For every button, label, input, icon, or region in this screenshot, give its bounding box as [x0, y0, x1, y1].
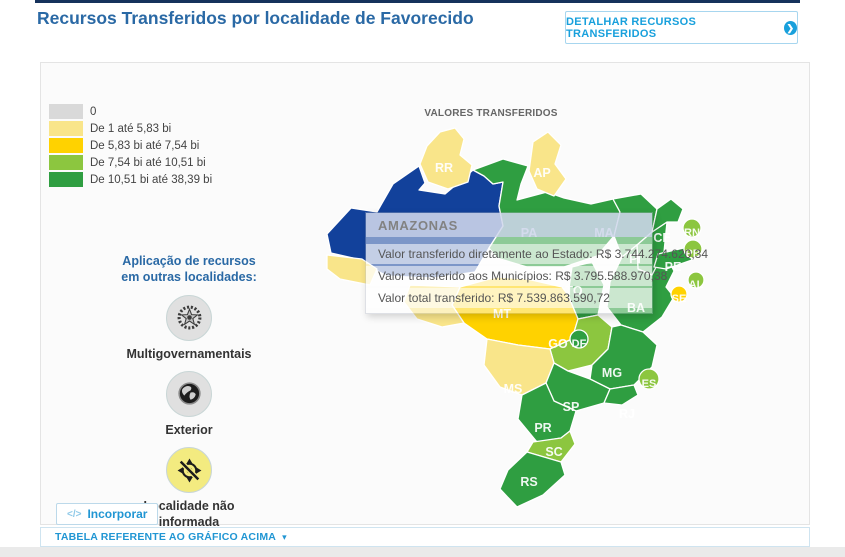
no-location-icon[interactable] [166, 447, 212, 493]
state-RN[interactable] [682, 218, 702, 238]
state-RR[interactable] [419, 127, 473, 190]
embed-button[interactable]: </> Incorporar [56, 503, 159, 525]
legend: 0 De 1 até 5,83 bi De 5,83 bi até 7,54 bi D… [49, 103, 212, 188]
state-PB[interactable] [683, 239, 703, 259]
tooltip-row: Valor total transferido: R$ 7.539.863.59… [366, 288, 652, 308]
other-locality-label: Exterior [165, 422, 213, 437]
map-title: VALORES TRANSFERIDOS [424, 108, 558, 119]
legend-swatch [49, 138, 83, 153]
other-locality-item: Multigovernamentais [89, 294, 289, 362]
legend-row: De 7,54 bi até 10,51 bi [49, 154, 212, 171]
chart-container: 0 De 1 até 5,83 bi De 5,83 bi até 7,54 bi D… [40, 62, 810, 529]
legend-label: De 1 até 5,83 bi [90, 122, 172, 135]
legend-row: 0 [49, 103, 212, 120]
map-tooltip: AMAZONAS Valor transferido diretamente a… [365, 212, 708, 314]
detail-transfers-button[interactable]: DETALHAR RECURSOS TRANSFERIDOS ❯ [565, 11, 798, 44]
legend-swatch [49, 121, 83, 136]
legend-swatch [49, 172, 83, 187]
tooltip-body: Valor transferido diretamente ao Estado:… [366, 237, 708, 313]
legend-label: De 5,83 bi até 7,54 bi [90, 139, 200, 152]
other-localities-heading: Aplicação de recursos em outras localida… [121, 254, 257, 285]
legend-row: De 5,83 bi até 7,54 bi [49, 137, 212, 154]
chevron-right-icon: ❯ [783, 20, 797, 35]
table-accordion-label: TABELA REFERENTE AO GRÁFICO ACIMA [55, 531, 277, 543]
state-SE[interactable] [670, 285, 688, 303]
caret-down-icon: ▾ [282, 531, 287, 542]
state-DF[interactable] [569, 329, 589, 349]
legend-row: De 1 até 5,83 bi [49, 120, 212, 137]
state-RJ[interactable] [603, 384, 639, 406]
globe-icon[interactable] [166, 370, 212, 417]
state-PE[interactable] [653, 246, 693, 270]
top-divider [35, 0, 800, 3]
legend-swatch [49, 104, 83, 119]
other-localities-panel: Aplicação de recursos em outras localida… [89, 253, 289, 540]
other-localities-items: Multigovernamentais Exterior Localidade nã… [89, 294, 289, 531]
state-AL[interactable] [687, 271, 705, 289]
other-locality-label: Multigovernamentais [126, 346, 252, 361]
tooltip-row: Valor transferido diretamente ao Estado:… [366, 244, 708, 264]
emblem-star-icon[interactable] [166, 294, 212, 341]
legend-label: 0 [90, 105, 97, 118]
detail-button-label: DETALHAR RECURSOS TRANSFERIDOS [566, 15, 697, 40]
state-label-RJ: RJ [619, 407, 635, 421]
other-locality-label: Localidade não informada [143, 499, 235, 530]
legend-label: De 7,54 bi até 10,51 bi [90, 156, 206, 169]
state-AP[interactable] [528, 131, 567, 197]
page-title: Recursos Transferidos por localidade de … [37, 8, 474, 28]
legend-row: De 10,51 bi até 38,39 bi [49, 171, 212, 188]
tooltip-title: AMAZONAS [366, 213, 652, 237]
legend-label: De 10,51 bi até 38,39 bi [90, 173, 213, 186]
brazil-choropleth-map[interactable]: PAMAPITOBAMTGOMGMSSPRJPRSCRSCEPERRAPRNPB… [321, 126, 721, 526]
legend-swatch [49, 155, 83, 170]
other-locality-item: Exterior [89, 370, 289, 438]
tooltip-row: Valor transferido aos Municípios: R$ 3.7… [366, 266, 667, 286]
embed-button-label: Incorporar [87, 507, 148, 521]
table-accordion-bar[interactable]: TABELA REFERENTE AO GRÁFICO ACIMA ▾ [40, 527, 810, 547]
code-icon: </> [67, 508, 82, 520]
other-locality-item: Localidade não informada [89, 447, 289, 531]
page-bottom-strip [0, 547, 845, 557]
state-ES[interactable] [638, 368, 660, 390]
state-RS[interactable] [499, 451, 566, 508]
state-CE[interactable] [651, 198, 684, 233]
